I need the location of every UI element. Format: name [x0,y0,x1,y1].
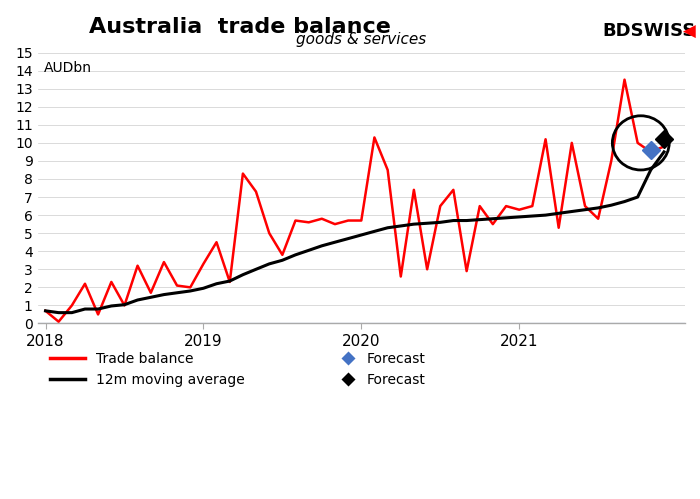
Text: ◀: ◀ [682,22,695,40]
Text: BDSWISS: BDSWISS [602,22,695,40]
Text: AUDbn: AUDbn [44,61,92,75]
Legend: Forecast, Forecast: Forecast, Forecast [336,346,431,392]
Text: goods & services: goods & services [296,32,426,47]
Text: Australia  trade balance: Australia trade balance [90,17,391,37]
